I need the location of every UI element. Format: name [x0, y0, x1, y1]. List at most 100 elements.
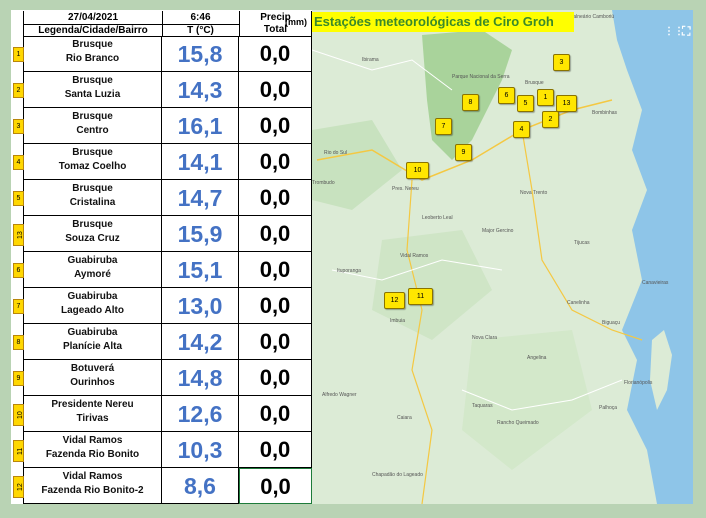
location-cell[interactable]: Guabiruba Lageado Alto	[24, 288, 162, 324]
town-label: Imbuia	[390, 318, 406, 324]
station-index-badge: 6	[13, 263, 24, 278]
location-cell[interactable]: Guabiruba Planície Alta	[24, 324, 162, 360]
city-name: Brusque	[72, 111, 113, 122]
precipitation-cell[interactable]: 0,0	[239, 432, 312, 468]
station-marker[interactable]: 12	[384, 292, 405, 309]
town-label: Angelina	[527, 355, 547, 361]
grid-icon[interactable]: ⋮⋮	[664, 26, 684, 37]
station-marker[interactable]: 11	[408, 288, 433, 305]
station-index-badge: 10	[13, 404, 24, 426]
header-bottom-border	[23, 36, 312, 37]
station-marker[interactable]: 1	[537, 89, 554, 106]
area-name: Planície Alta	[62, 341, 123, 352]
temperature-cell[interactable]: 15,8	[162, 36, 239, 72]
town-label: Major Gercino	[482, 228, 514, 234]
stations-table: 27/04/2021 6:46 Precip Legenda/Cidade/Ba…	[11, 10, 312, 504]
island-area	[650, 330, 672, 410]
location-cell[interactable]: Brusque Rio Branco	[24, 36, 162, 72]
temperature-cell[interactable]: 15,9	[162, 216, 239, 252]
station-index-badge: 8	[13, 335, 24, 350]
temperature-cell[interactable]: 8,6	[162, 468, 239, 504]
temperature-cell[interactable]: 12,6	[162, 396, 239, 432]
road-4	[461, 379, 623, 411]
station-index-badge: 2	[13, 83, 24, 98]
city-name: Guabiruba	[67, 327, 118, 338]
precipitation-cell[interactable]: 0,0	[239, 216, 312, 252]
town-label: Canavieiras	[642, 280, 669, 286]
station-marker[interactable]: 7	[435, 118, 452, 135]
precipitation-cell[interactable]: 0,0	[239, 468, 312, 504]
precipitation-cell[interactable]: 0,0	[239, 72, 312, 108]
temperature-cell[interactable]: 15,1	[162, 252, 239, 288]
location-cell[interactable]: Brusque Santa Luzia	[24, 72, 162, 108]
city-name: Brusque	[72, 219, 113, 230]
location-cell[interactable]: Guabiruba Aymoré	[24, 252, 162, 288]
station-marker[interactable]: 4	[513, 121, 530, 138]
station-marker[interactable]: 13	[556, 95, 577, 112]
table-row: 8 Guabiruba Planície Alta 14,2 0,0	[11, 324, 312, 360]
town-label: Tijucas	[574, 240, 590, 246]
town-label: Taquaras	[472, 403, 493, 409]
temperature-cell[interactable]: 14,3	[162, 72, 239, 108]
town-label: Florianópolis	[624, 380, 653, 386]
location-header: Legenda/Cidade/Bairro	[24, 24, 162, 36]
date-cell[interactable]: 27/04/2021	[67, 12, 119, 23]
location-cell[interactable]: Brusque Souza Cruz	[24, 216, 162, 252]
table-row: 5 Brusque Cristalina 14,7 0,0	[11, 180, 312, 216]
location-cell[interactable]: Brusque Centro	[24, 108, 162, 144]
temperature-cell[interactable]: 10,3	[162, 432, 239, 468]
temperature-cell[interactable]: 14,8	[162, 360, 239, 396]
precipitation-cell[interactable]: 0,0	[239, 324, 312, 360]
station-index-badge: 1	[13, 47, 24, 62]
station-marker[interactable]: 9	[455, 144, 472, 161]
station-marker[interactable]: 5	[517, 95, 534, 112]
precipitation-cell[interactable]: 0,0	[239, 36, 312, 72]
station-marker[interactable]: 6	[498, 87, 515, 104]
town-label: Alfredo Wagner	[322, 392, 357, 398]
town-label: Nova Trento	[520, 190, 548, 196]
precipitation-cell[interactable]: 0,0	[239, 360, 312, 396]
city-name: Guabiruba	[67, 255, 118, 266]
city-name: Brusque	[72, 39, 113, 50]
road-6	[312, 49, 453, 91]
city-name: Presidente Nereu	[51, 399, 134, 410]
location-cell[interactable]: Botuverá Ourinhos	[24, 360, 162, 396]
precipitation-cell[interactable]: 0,0	[239, 108, 312, 144]
precipitation-cell[interactable]: 0,0	[239, 396, 312, 432]
station-marker[interactable]: 10	[406, 162, 429, 179]
town-label: Brusque	[525, 80, 544, 86]
temperature-cell[interactable]: 14,2	[162, 324, 239, 360]
city-name: Guabiruba	[67, 291, 118, 302]
area-name: Rio Branco	[65, 53, 120, 64]
map-panel[interactable]: Balneário Camboriú Ibirama Parque Nacion…	[312, 10, 693, 504]
area-name: Aymoré	[74, 269, 111, 280]
location-cell[interactable]: Brusque Tomaz Coelho	[24, 144, 162, 180]
station-index-badge: 9	[13, 371, 24, 386]
temperature-cell[interactable]: 13,0	[162, 288, 239, 324]
temperature-cell[interactable]: 14,7	[162, 180, 239, 216]
station-marker[interactable]: 8	[462, 94, 479, 111]
fullscreen-icon[interactable]: ⛶	[682, 24, 691, 38]
temperature-cell[interactable]: 16,1	[162, 108, 239, 144]
precip-header-1: Precip	[260, 12, 291, 23]
town-label: Bombinhas	[592, 110, 618, 116]
temperature-cell[interactable]: 14,1	[162, 144, 239, 180]
precipitation-cell[interactable]: 0,0	[239, 252, 312, 288]
town-label: Trombudo	[312, 180, 335, 186]
location-cell[interactable]: Vidal Ramos Fazenda Rio Bonito	[24, 432, 162, 468]
precipitation-cell[interactable]: 0,0	[239, 288, 312, 324]
location-cell[interactable]: Brusque Cristalina	[24, 180, 162, 216]
station-marker[interactable]: 3	[553, 54, 570, 71]
precipitation-cell[interactable]: 0,0	[239, 180, 312, 216]
location-cell[interactable]: Presidente Nereu Tirivas	[24, 396, 162, 432]
station-marker[interactable]: 2	[542, 111, 559, 128]
time-cell[interactable]: 6:46	[190, 12, 211, 23]
precipitation-cell[interactable]: 0,0	[239, 144, 312, 180]
location-cell[interactable]: Vidal Ramos Fazenda Rio Bonito-2	[24, 468, 162, 504]
town-label: Leoberto Leal	[422, 215, 453, 221]
area-name: Fazenda Rio Bonito	[45, 449, 140, 460]
station-index-badge: 4	[13, 155, 24, 170]
town-label: Biguaçu	[602, 320, 621, 326]
town-label: Palhoça	[599, 405, 618, 411]
road-5	[331, 259, 503, 281]
